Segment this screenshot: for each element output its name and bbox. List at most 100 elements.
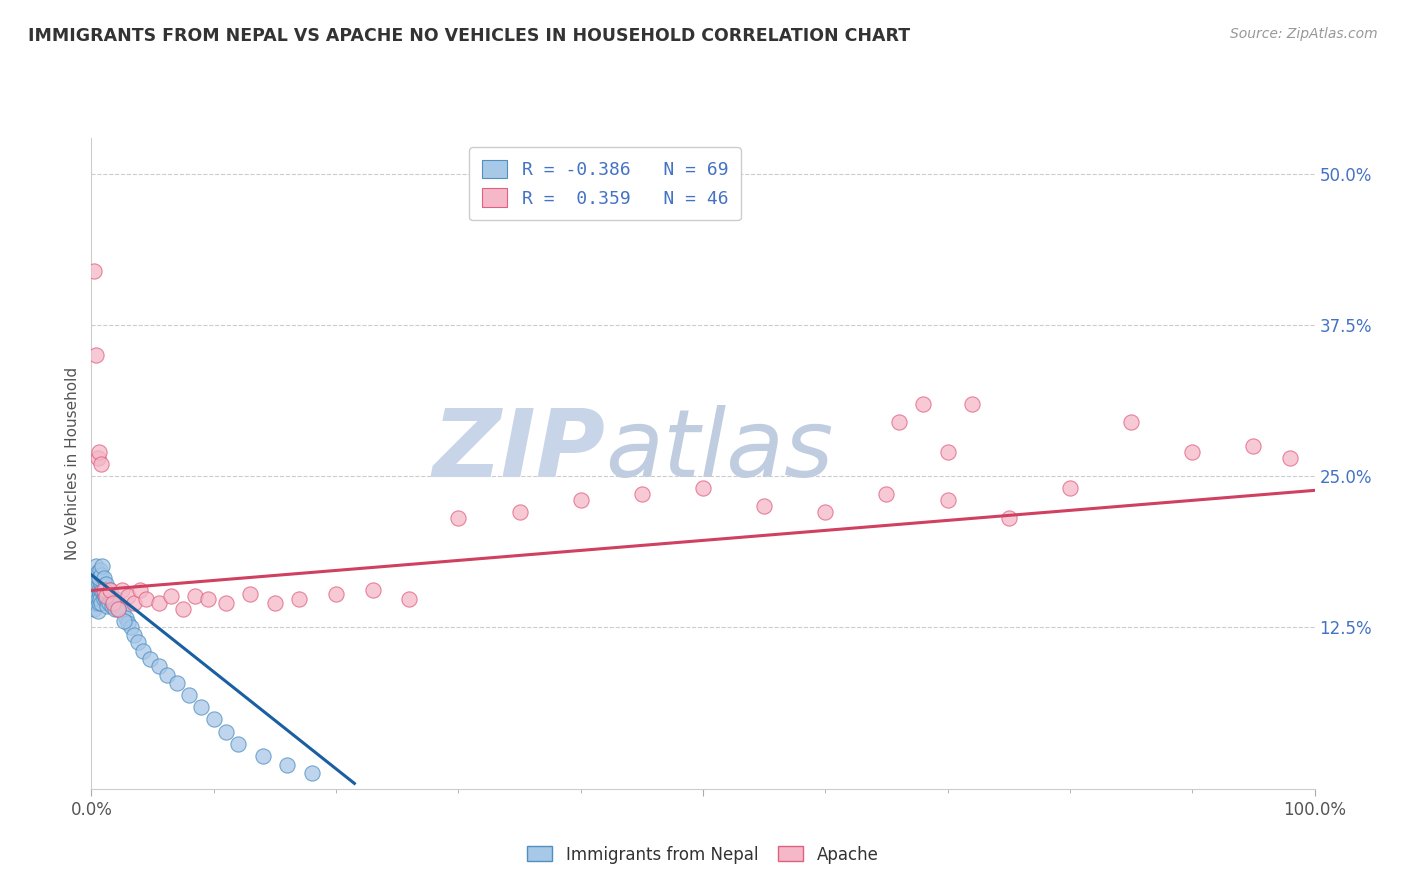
Y-axis label: No Vehicles in Household: No Vehicles in Household	[65, 368, 80, 560]
Point	[122, 628, 145, 642]
Point	[84, 348, 107, 362]
Point	[361, 583, 384, 598]
Point	[166, 676, 188, 690]
Point	[84, 577, 107, 591]
Point	[107, 595, 129, 609]
Point	[98, 583, 121, 598]
Point	[960, 396, 983, 410]
Point	[132, 644, 155, 658]
Point	[139, 652, 162, 666]
Point	[107, 601, 129, 615]
Point	[875, 487, 898, 501]
Point	[135, 591, 157, 606]
Point	[93, 571, 115, 585]
Point	[112, 604, 135, 618]
Point	[226, 737, 249, 751]
Point	[103, 591, 125, 606]
Point	[190, 700, 212, 714]
Point	[239, 587, 262, 601]
Point	[97, 595, 120, 609]
Point	[83, 264, 105, 278]
Point	[83, 577, 105, 591]
Point	[325, 587, 347, 601]
Point	[89, 591, 111, 606]
Point	[83, 601, 105, 615]
Text: ZIP: ZIP	[432, 405, 605, 497]
Legend: R = -0.386   N = 69, R =  0.359   N = 46: R = -0.386 N = 69, R = 0.359 N = 46	[470, 147, 741, 220]
Point	[94, 591, 117, 606]
Point	[117, 590, 139, 604]
Point	[111, 583, 134, 598]
Point	[90, 567, 112, 582]
Text: IMMIGRANTS FROM NEPAL VS APACHE NO VEHICLES IN HOUSEHOLD CORRELATION CHART: IMMIGRANTS FROM NEPAL VS APACHE NO VEHIC…	[28, 27, 910, 45]
Point	[84, 559, 107, 574]
Point	[887, 415, 910, 429]
Point	[101, 599, 124, 614]
Point	[936, 493, 959, 508]
Point	[692, 481, 714, 495]
Point	[276, 758, 298, 772]
Point	[87, 583, 110, 598]
Point	[112, 614, 135, 628]
Point	[631, 487, 654, 501]
Point	[93, 583, 115, 598]
Point	[103, 595, 125, 609]
Point	[814, 505, 837, 519]
Point	[94, 577, 117, 591]
Point	[104, 601, 127, 615]
Point	[89, 563, 111, 577]
Point	[87, 595, 110, 609]
Point	[87, 444, 110, 458]
Point	[98, 587, 121, 601]
Point	[94, 590, 117, 604]
Legend: Immigrants from Nepal, Apache: Immigrants from Nepal, Apache	[520, 839, 886, 871]
Point	[91, 559, 114, 574]
Point	[86, 604, 108, 618]
Point	[288, 591, 311, 606]
Point	[447, 511, 470, 525]
Point	[94, 583, 117, 598]
Point	[93, 591, 115, 606]
Point	[1059, 481, 1081, 495]
Point	[202, 713, 225, 727]
Point	[104, 591, 127, 606]
Point	[90, 583, 112, 598]
Point	[98, 583, 121, 598]
Point	[148, 659, 170, 673]
Point	[96, 599, 118, 614]
Point	[148, 595, 170, 609]
Point	[754, 499, 776, 513]
Text: atlas: atlas	[605, 405, 834, 496]
Point	[91, 583, 114, 598]
Point	[252, 748, 274, 763]
Point	[215, 724, 238, 739]
Text: Source: ZipAtlas.com: Source: ZipAtlas.com	[1230, 27, 1378, 41]
Point	[90, 577, 112, 591]
Point	[82, 583, 104, 598]
Point	[94, 590, 117, 604]
Point	[107, 601, 129, 615]
Point	[90, 457, 112, 471]
Point	[110, 601, 132, 615]
Point	[86, 580, 108, 594]
Point	[83, 590, 105, 604]
Point	[1279, 450, 1302, 465]
Point	[936, 444, 959, 458]
Point	[509, 505, 531, 519]
Point	[184, 590, 207, 604]
Point	[215, 595, 238, 609]
Point	[93, 577, 115, 591]
Point	[84, 574, 107, 589]
Point	[117, 615, 139, 630]
Point	[127, 635, 149, 649]
Point	[90, 595, 112, 609]
Point	[86, 450, 108, 465]
Point	[86, 566, 108, 580]
Point	[120, 619, 142, 633]
Point	[93, 583, 115, 598]
Point	[301, 765, 323, 780]
Point	[1243, 439, 1265, 453]
Point	[84, 595, 107, 609]
Point	[264, 595, 287, 609]
Point	[84, 583, 107, 598]
